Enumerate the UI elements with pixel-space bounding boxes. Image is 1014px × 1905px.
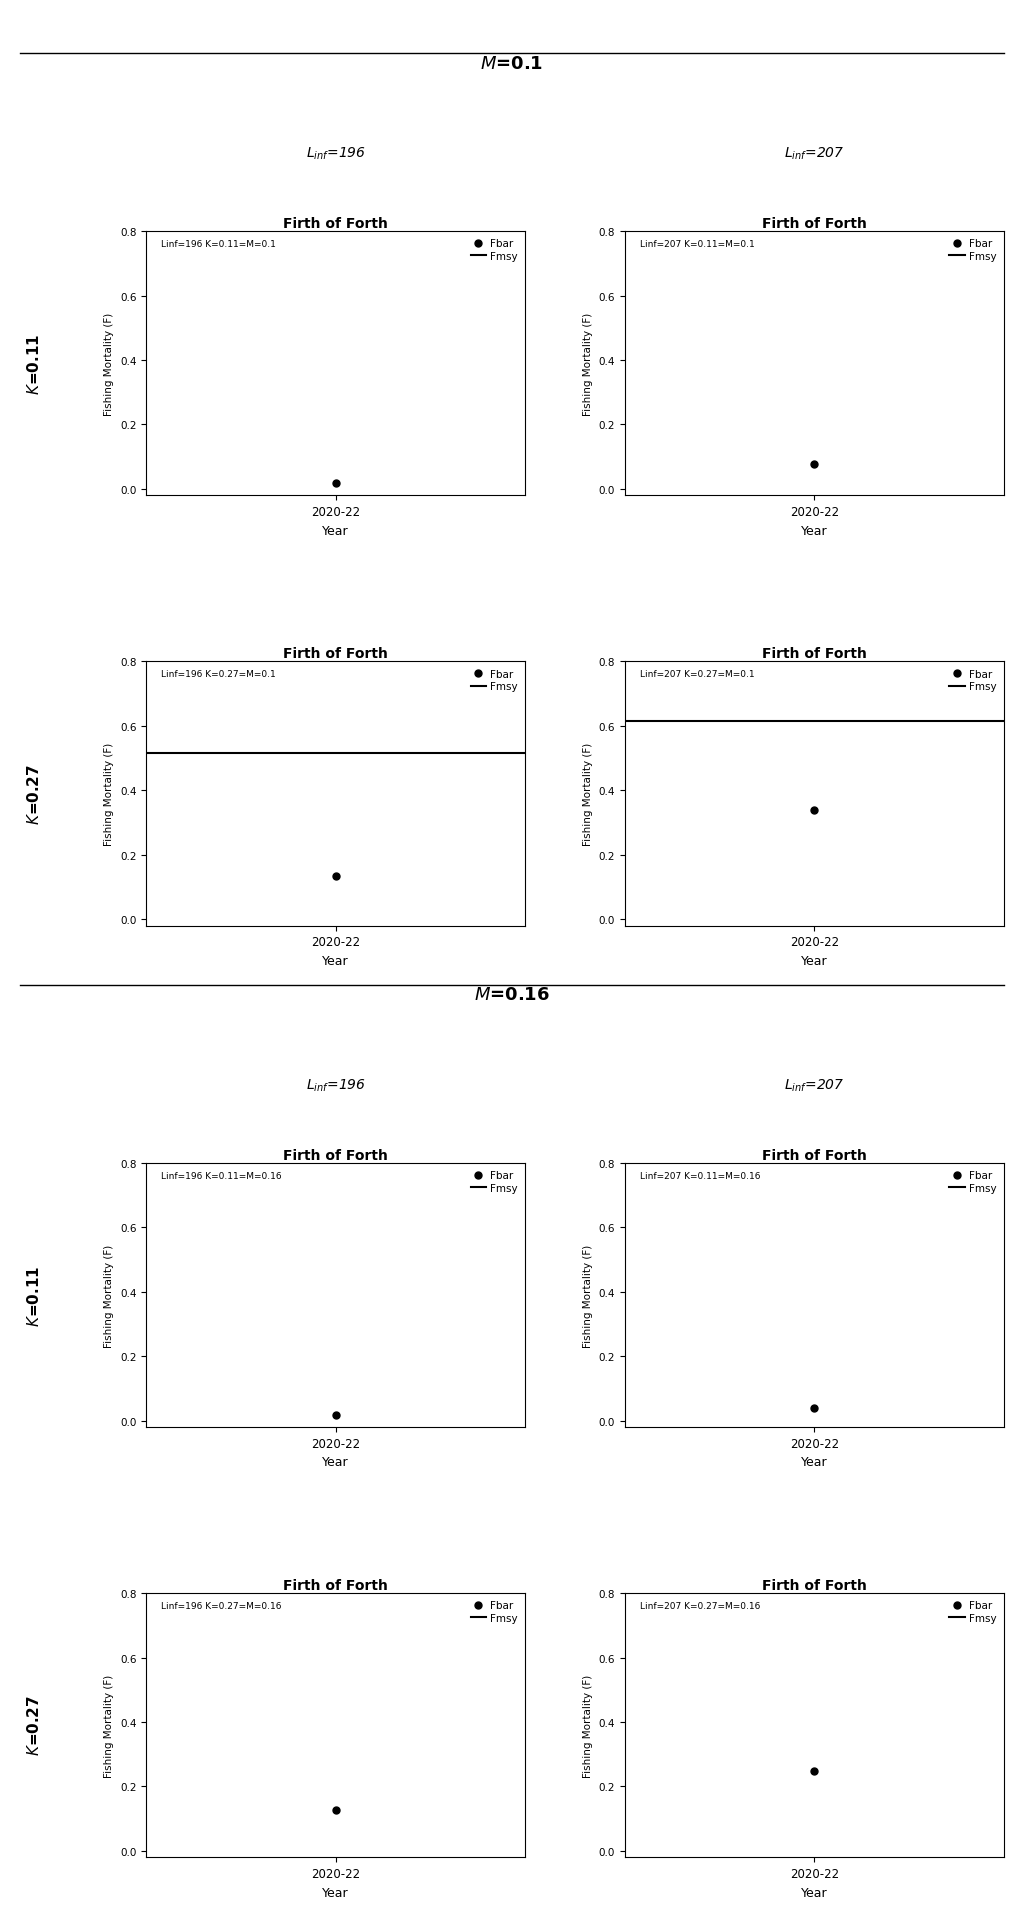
Y-axis label: Fishing Mortality (F): Fishing Mortality (F) <box>104 312 115 415</box>
X-axis label: Year: Year <box>322 1886 349 1899</box>
Text: Linf=196 K=0.27=M=0.1: Linf=196 K=0.27=M=0.1 <box>161 671 276 678</box>
Legend: Fbar, Fmsy: Fbar, Fmsy <box>947 238 999 265</box>
Legend: Fbar, Fmsy: Fbar, Fmsy <box>947 1598 999 1625</box>
Title: Firth of Forth: Firth of Forth <box>283 648 388 661</box>
Text: $\mathit{K}$=0.11: $\mathit{K}$=0.11 <box>25 333 42 394</box>
Y-axis label: Fishing Mortality (F): Fishing Mortality (F) <box>583 1674 593 1777</box>
Text: Linf=196 K=0.11=M=0.16: Linf=196 K=0.11=M=0.16 <box>161 1172 282 1181</box>
Y-axis label: Fishing Mortality (F): Fishing Mortality (F) <box>104 743 115 846</box>
Point <box>328 1795 344 1825</box>
Legend: Fbar, Fmsy: Fbar, Fmsy <box>468 1598 520 1625</box>
Legend: Fbar, Fmsy: Fbar, Fmsy <box>947 1168 999 1194</box>
Y-axis label: Fishing Mortality (F): Fishing Mortality (F) <box>583 743 593 846</box>
Text: $\mathit{M}$=0.16: $\mathit{M}$=0.16 <box>475 987 550 1004</box>
Legend: Fbar, Fmsy: Fbar, Fmsy <box>468 667 520 693</box>
X-axis label: Year: Year <box>322 524 349 537</box>
Point <box>806 794 822 825</box>
Text: $\mathit{K}$=0.27: $\mathit{K}$=0.27 <box>25 1695 42 1756</box>
Y-axis label: Fishing Mortality (F): Fishing Mortality (F) <box>104 1674 115 1777</box>
X-axis label: Year: Year <box>322 1455 349 1469</box>
Text: Linf=207 K=0.27=M=0.1: Linf=207 K=0.27=M=0.1 <box>640 671 754 678</box>
Text: $L_{inf}$=196: $L_{inf}$=196 <box>306 147 366 162</box>
Text: Linf=196 K=0.11=M=0.1: Linf=196 K=0.11=M=0.1 <box>161 240 276 250</box>
X-axis label: Year: Year <box>801 524 827 537</box>
Text: Linf=196 K=0.27=M=0.16: Linf=196 K=0.27=M=0.16 <box>161 1602 282 1610</box>
Text: $\mathit{K}$=0.11: $\mathit{K}$=0.11 <box>25 1265 42 1326</box>
Text: Linf=207 K=0.27=M=0.16: Linf=207 K=0.27=M=0.16 <box>640 1602 760 1610</box>
Point <box>328 1400 344 1431</box>
Text: $L_{inf}$=196: $L_{inf}$=196 <box>306 1076 366 1093</box>
Text: $L_{inf}$=207: $L_{inf}$=207 <box>784 1076 845 1093</box>
X-axis label: Year: Year <box>322 954 349 968</box>
Y-axis label: Fishing Mortality (F): Fishing Mortality (F) <box>583 312 593 415</box>
Text: Linf=207 K=0.11=M=0.16: Linf=207 K=0.11=M=0.16 <box>640 1172 760 1181</box>
Title: Firth of Forth: Firth of Forth <box>283 1577 388 1593</box>
Y-axis label: Fishing Mortality (F): Fishing Mortality (F) <box>104 1244 115 1347</box>
Point <box>328 861 344 892</box>
Y-axis label: Fishing Mortality (F): Fishing Mortality (F) <box>583 1244 593 1347</box>
Legend: Fbar, Fmsy: Fbar, Fmsy <box>947 667 999 693</box>
Point <box>806 1393 822 1423</box>
X-axis label: Year: Year <box>801 1886 827 1899</box>
Title: Firth of Forth: Firth of Forth <box>762 1577 867 1593</box>
Text: $\mathit{M}$=0.1: $\mathit{M}$=0.1 <box>481 55 544 72</box>
Text: $L_{inf}$=207: $L_{inf}$=207 <box>784 147 845 162</box>
X-axis label: Year: Year <box>801 1455 827 1469</box>
Title: Firth of Forth: Firth of Forth <box>283 217 388 231</box>
Point <box>806 1756 822 1787</box>
Text: Linf=207 K=0.11=M=0.1: Linf=207 K=0.11=M=0.1 <box>640 240 754 250</box>
Legend: Fbar, Fmsy: Fbar, Fmsy <box>468 238 520 265</box>
Legend: Fbar, Fmsy: Fbar, Fmsy <box>468 1168 520 1194</box>
Title: Firth of Forth: Firth of Forth <box>762 1149 867 1162</box>
X-axis label: Year: Year <box>801 954 827 968</box>
Title: Firth of Forth: Firth of Forth <box>283 1149 388 1162</box>
Point <box>806 450 822 480</box>
Title: Firth of Forth: Firth of Forth <box>762 217 867 231</box>
Text: $\mathit{K}$=0.27: $\mathit{K}$=0.27 <box>25 764 42 825</box>
Point <box>328 469 344 499</box>
Title: Firth of Forth: Firth of Forth <box>762 648 867 661</box>
